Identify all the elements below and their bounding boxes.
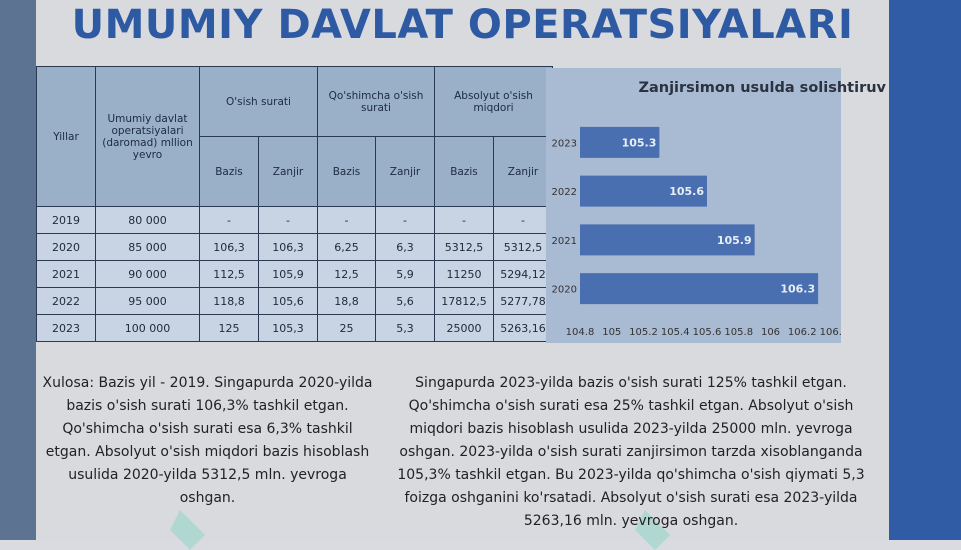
- x-tick-label: 104.8: [566, 327, 595, 338]
- page-title: UMUMIY DAVLAT OPERATSIYALARI: [71, 2, 854, 48]
- x-tick-label: 105.8: [724, 327, 753, 338]
- bar-chart: 106.3 2020 105.9 2021 105.6 2022 105.3 2023 104.…: [552, 126, 841, 338]
- table-cell: 2020: [36, 233, 96, 261]
- table-cell: 25000: [434, 314, 494, 342]
- right-decor-strip: [889, 0, 961, 540]
- table-row: 2020 85 000 106,3 106,3 6,25 6,3 5312,5 5312,5: [36, 233, 553, 261]
- x-tick-label: 106: [761, 327, 780, 338]
- table-cell: 112,5: [199, 260, 259, 288]
- table-cell: 11250: [434, 260, 494, 288]
- table-cell: 5312,5: [434, 233, 494, 261]
- data-label-2022: 105.6: [669, 185, 704, 198]
- data-label-2023: 105.3: [622, 136, 657, 149]
- table-cell: 12,5: [317, 260, 376, 288]
- header-absolute-growth: Absolyut o'sish miqdori: [434, 66, 553, 137]
- bar-2020: [580, 273, 819, 305]
- y-tick-label-2023: 2023: [552, 138, 577, 149]
- table-cell: 2021: [36, 260, 96, 288]
- table-cell: 106,3: [199, 233, 259, 261]
- table-cell: 5,9: [375, 260, 435, 288]
- x-tick-label: 105: [602, 327, 621, 338]
- data-table: Yillar Umumiy davlat operatsiyalari (dar…: [36, 66, 553, 342]
- y-tick-label-2022: 2022: [552, 187, 577, 198]
- table-cell: -: [317, 206, 376, 234]
- x-tick-label: 106.2: [788, 327, 817, 338]
- table-cell: -: [199, 206, 259, 234]
- bar-2022: [580, 175, 707, 207]
- table-cell: 118,8: [199, 287, 259, 315]
- subheader-chain: Zanjir: [493, 136, 553, 207]
- chart-title: Zanjirsimon usulda solishtiruv: [638, 80, 886, 96]
- x-tick-label: 106.4: [820, 327, 841, 338]
- table-cell: 105,3: [258, 314, 318, 342]
- left-decor-strip: [0, 0, 36, 540]
- bar-2021: [580, 224, 755, 256]
- table-cell: 6,25: [317, 233, 376, 261]
- subheader-chain: Zanjir: [375, 136, 435, 207]
- table-cell: -: [493, 206, 553, 234]
- conclusion-left: Xulosa: Bazis yil - 2019. Singapurda 202…: [42, 375, 373, 506]
- table-cell: -: [434, 206, 494, 234]
- table-cell: 18,8: [317, 287, 376, 315]
- table-cell: 25: [317, 314, 376, 342]
- subheader-base: Bazis: [317, 136, 376, 207]
- x-tick-label: 105.6: [693, 327, 722, 338]
- table-body: 2019 80 000- - - - - -2020 85 000 106,3 106,3 6,25…: [36, 206, 553, 342]
- table-cell: 5263,16: [493, 314, 553, 342]
- table-cell: 5,6: [375, 287, 435, 315]
- table-cell: 5312,5: [493, 233, 553, 261]
- table-cell: 2019: [36, 206, 96, 234]
- table-cell: 2023: [36, 314, 96, 342]
- table-cell: 80 000: [95, 206, 200, 234]
- table-cell: 85 000: [95, 233, 200, 261]
- table-row: 2023 100 000 125 105,3 25 5,3 25000 5263,16: [36, 314, 553, 342]
- subheader-base: Bazis: [434, 136, 494, 207]
- table-row: 2022 95 000 118,8 105,6 18,8 5,6 17812,5 5277,7…: [36, 287, 553, 315]
- subheader-chain: Zanjir: [258, 136, 318, 207]
- y-tick-label-2021: 2021: [552, 236, 577, 247]
- table-cell: 100 000: [95, 314, 200, 342]
- table-row: 2021 90 000 112,5 105,9 12,5 5,9 11250 5294,12: [36, 260, 553, 288]
- bar-2023: [580, 126, 660, 158]
- header-operations: Umumiy davlat operatsiyalari (daromad) m…: [95, 66, 200, 207]
- table-cell: 6,3: [375, 233, 435, 261]
- data-label-2021: 105.9: [717, 234, 752, 247]
- table-cell: 5277,78: [493, 287, 553, 315]
- table-row: 2019 80 000- - - - - -: [36, 206, 553, 234]
- conclusion-right: Singapurda 2023-yilda bazis o'sish surat…: [397, 375, 865, 529]
- table-cell: 105,9: [258, 260, 318, 288]
- table-cell: 5,3: [375, 314, 435, 342]
- data-label-2020: 106.3: [780, 283, 815, 296]
- y-tick-label-2020: 2020: [552, 285, 577, 296]
- table-cell: 95 000: [95, 287, 200, 315]
- table-cell: 17812,5: [434, 287, 494, 315]
- table-cell: -: [375, 206, 435, 234]
- table-cell: 90 000: [95, 260, 200, 288]
- table-cell: -: [258, 206, 318, 234]
- x-tick-label: 105.4: [661, 327, 690, 338]
- table-cell: 125: [199, 314, 259, 342]
- table-cell: 106,3: [258, 233, 318, 261]
- subheader-base: Bazis: [199, 136, 259, 207]
- header-growth-rate: O'sish surati: [199, 66, 318, 137]
- header-additional-growth: Qo'shimcha o'sish surati: [317, 66, 435, 137]
- table-cell: 105,6: [258, 287, 318, 315]
- x-tick-label: 105.2: [629, 327, 658, 338]
- header-year: Yillar: [36, 66, 96, 207]
- table-cell: 2022: [36, 287, 96, 315]
- table-cell: 5294,12: [493, 260, 553, 288]
